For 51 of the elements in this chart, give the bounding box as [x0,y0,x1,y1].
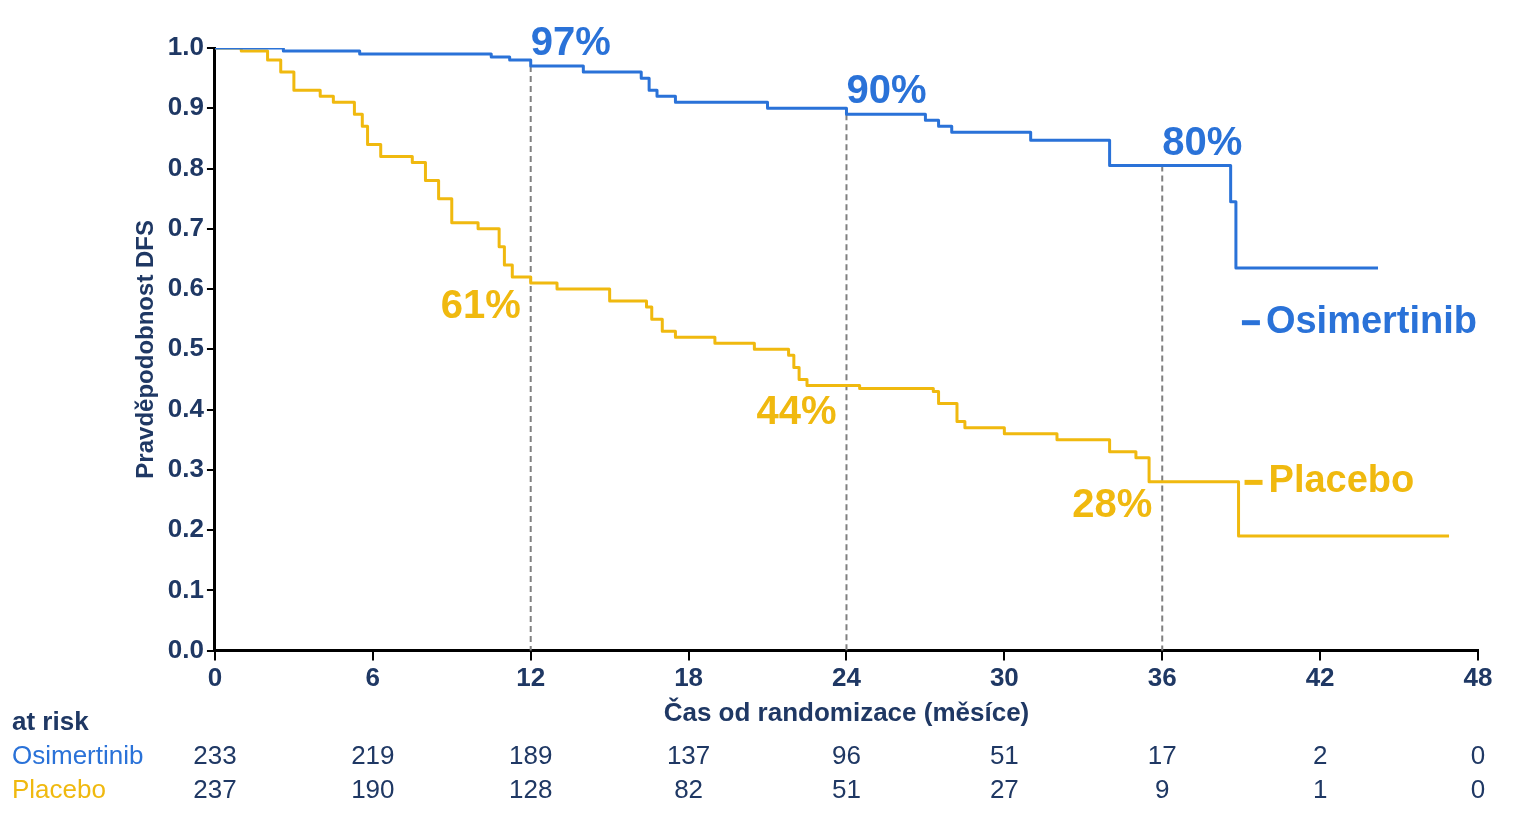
x-tick-label: 18 [674,662,704,693]
legend-label: Osimertinib [1265,298,1478,341]
y-tick-label: 0.4 [167,392,205,423]
text: 27 [989,773,1019,804]
text: 189 [509,739,553,770]
x-tick-label: 12 [516,662,546,693]
y-tick-label: 0.3 [167,452,204,483]
y-tick-label: 0.8 [167,151,204,182]
x-tick-label: 42 [1305,662,1335,693]
x-tick-label: 6 [365,662,381,693]
annotation: 61% [440,282,521,327]
text: 190 [351,773,395,804]
text: 237 [193,773,237,804]
y-tick-label: 0.9 [167,91,204,122]
text: 128 [509,773,553,804]
annotation: 44% [756,387,837,432]
y-tick-label: 0.5 [167,332,204,363]
text: 96 [832,739,861,770]
y-tick-label: 0.2 [167,513,204,544]
text: 51 [989,739,1019,770]
text: 0 [1470,739,1486,770]
annotation: 80% [1162,118,1243,163]
text: at risk [12,705,90,736]
text: 2 [1312,739,1328,770]
text: Placebo [12,773,106,804]
text: 0 [1470,773,1486,804]
y-tick-label: 0.7 [167,211,204,242]
text: Osimertinib [12,739,144,770]
x-tick-label: 36 [1147,662,1177,693]
y-tick-label: 0.0 [167,633,204,664]
text: 82 [674,773,704,804]
y-axis-title: Pravděpodobnost DFS [131,219,159,479]
legend-label: Placebo [1268,458,1415,501]
y-tick-label: 0.1 [167,573,204,604]
x-tick-label: 0 [207,662,223,693]
annotation: 28% [1072,480,1153,525]
x-tick-label: 24 [832,662,862,693]
x-tick-label: 30 [989,662,1019,693]
x-axis-title: Čas od randomizace (měsíce) [663,696,1030,727]
annotation: 90% [846,67,927,112]
text: 219 [351,739,395,770]
text: 51 [832,773,861,804]
text: 137 [666,739,711,770]
y-tick-label: 0.6 [167,272,204,303]
text: 1 [1312,773,1328,804]
x-tick-label: 48 [1463,662,1493,693]
annotation: 97% [530,19,611,64]
y-tick-label: 1.0 [167,31,204,62]
text: 233 [193,739,237,770]
text: 17 [1147,739,1177,770]
text: 9 [1155,773,1170,804]
